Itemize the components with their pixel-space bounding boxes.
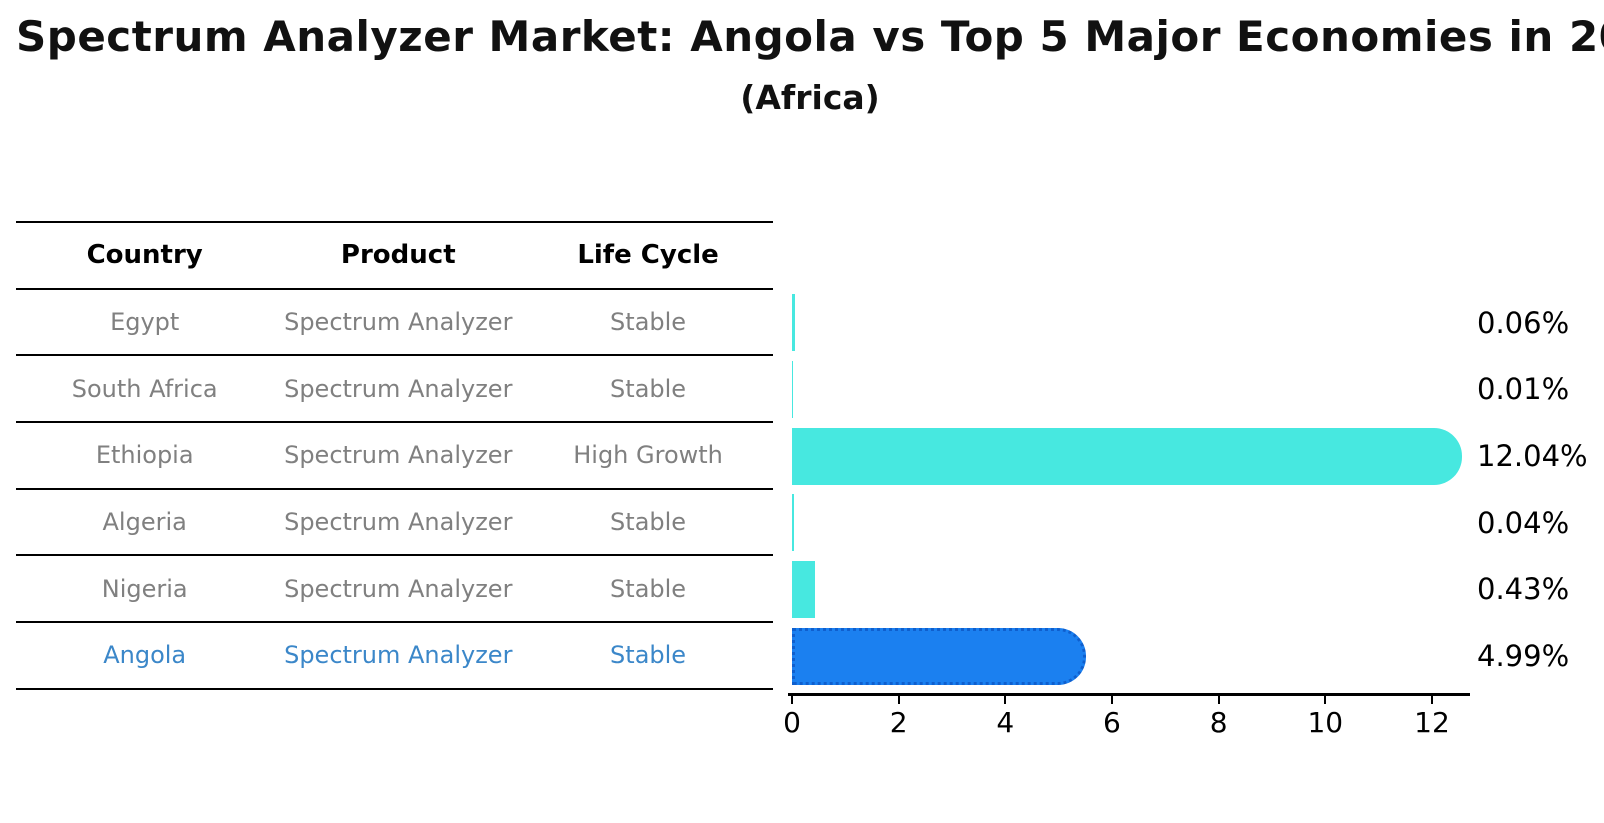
x-axis-tick	[897, 695, 900, 704]
cell-life-cycle: Stable	[610, 508, 687, 537]
cell-life-cycle: Stable	[610, 374, 687, 403]
x-axis-tick	[1217, 695, 1220, 704]
table-header-row: Country Product Life Cycle	[16, 223, 773, 290]
table-row: Nigeria Spectrum Analyzer Stable	[16, 556, 773, 624]
table-row: Angola Spectrum Analyzer Stable	[16, 623, 773, 690]
value-label-south-africa: 0.01%	[1477, 372, 1570, 407]
x-axis-tick	[1324, 695, 1327, 704]
x-axis-tick-label: 6	[1103, 706, 1121, 739]
cell-life-cycle: Stable	[610, 574, 687, 603]
column-header-country: Country	[86, 240, 203, 271]
cell-country: Nigeria	[101, 574, 188, 603]
cell-life-cycle: High Growth	[573, 441, 723, 470]
cell-product: Spectrum Analyzer	[284, 374, 513, 403]
cell-product: Spectrum Analyzer	[284, 441, 513, 470]
x-axis-tick-label: 4	[996, 706, 1015, 739]
table-row: South Africa Spectrum Analyzer Stable	[16, 356, 773, 424]
bar-south-africa	[792, 360, 794, 418]
x-axis-tick	[791, 695, 793, 704]
cell-country: Egypt	[110, 308, 180, 337]
column-header-life-cycle: Life Cycle	[577, 240, 719, 271]
x-axis-line	[788, 693, 1470, 696]
cell-product: Spectrum Analyzer	[284, 641, 513, 670]
cell-life-cycle: Stable	[610, 641, 687, 670]
table-row: Egypt Spectrum Analyzer Stable	[16, 290, 773, 357]
cell-country: South Africa	[71, 374, 218, 403]
chart-subtitle: (Africa)	[740, 78, 880, 117]
bar-ethiopia	[792, 427, 1463, 485]
value-label-ethiopia: 12.04%	[1477, 439, 1588, 474]
cell-country: Algeria	[102, 508, 187, 537]
value-label-algeria: 0.04%	[1477, 505, 1570, 540]
bar-nigeria	[792, 560, 815, 618]
country-info-table: Country Product Life Cycle Egypt Spectru…	[16, 221, 773, 690]
cell-product: Spectrum Analyzer	[284, 574, 513, 603]
x-axis-tick-label: 12	[1414, 706, 1450, 739]
table-row: Algeria Spectrum Analyzer Stable	[16, 490, 773, 557]
x-axis-tick-label: 2	[889, 706, 908, 739]
value-label-egypt: 0.06%	[1477, 305, 1570, 340]
chart-title: Spectrum Analyzer Market: Angola vs Top …	[16, 12, 1604, 61]
cell-product: Spectrum Analyzer	[284, 508, 513, 537]
column-header-product: Product	[340, 240, 456, 271]
bar-egypt	[792, 294, 796, 352]
cell-life-cycle: Stable	[610, 308, 687, 337]
bar-algeria	[792, 494, 795, 552]
cell-country: Ethiopia	[95, 441, 194, 470]
cell-product: Spectrum Analyzer	[284, 308, 513, 337]
x-axis-tick-label: 10	[1307, 706, 1344, 739]
cell-country: Angola	[103, 641, 187, 670]
x-axis-tick-label: 0	[783, 706, 801, 739]
bar-angola	[792, 627, 1087, 685]
x-axis-tick	[1110, 695, 1113, 704]
table-row: Ethiopia Spectrum Analyzer High Growth	[16, 423, 773, 490]
x-axis-tick	[1004, 695, 1007, 704]
value-label-angola: 4.99%	[1477, 639, 1570, 674]
value-label-nigeria: 0.43%	[1477, 572, 1570, 607]
x-axis-tick	[1430, 695, 1433, 704]
x-axis-tick-label: 8	[1209, 706, 1228, 739]
